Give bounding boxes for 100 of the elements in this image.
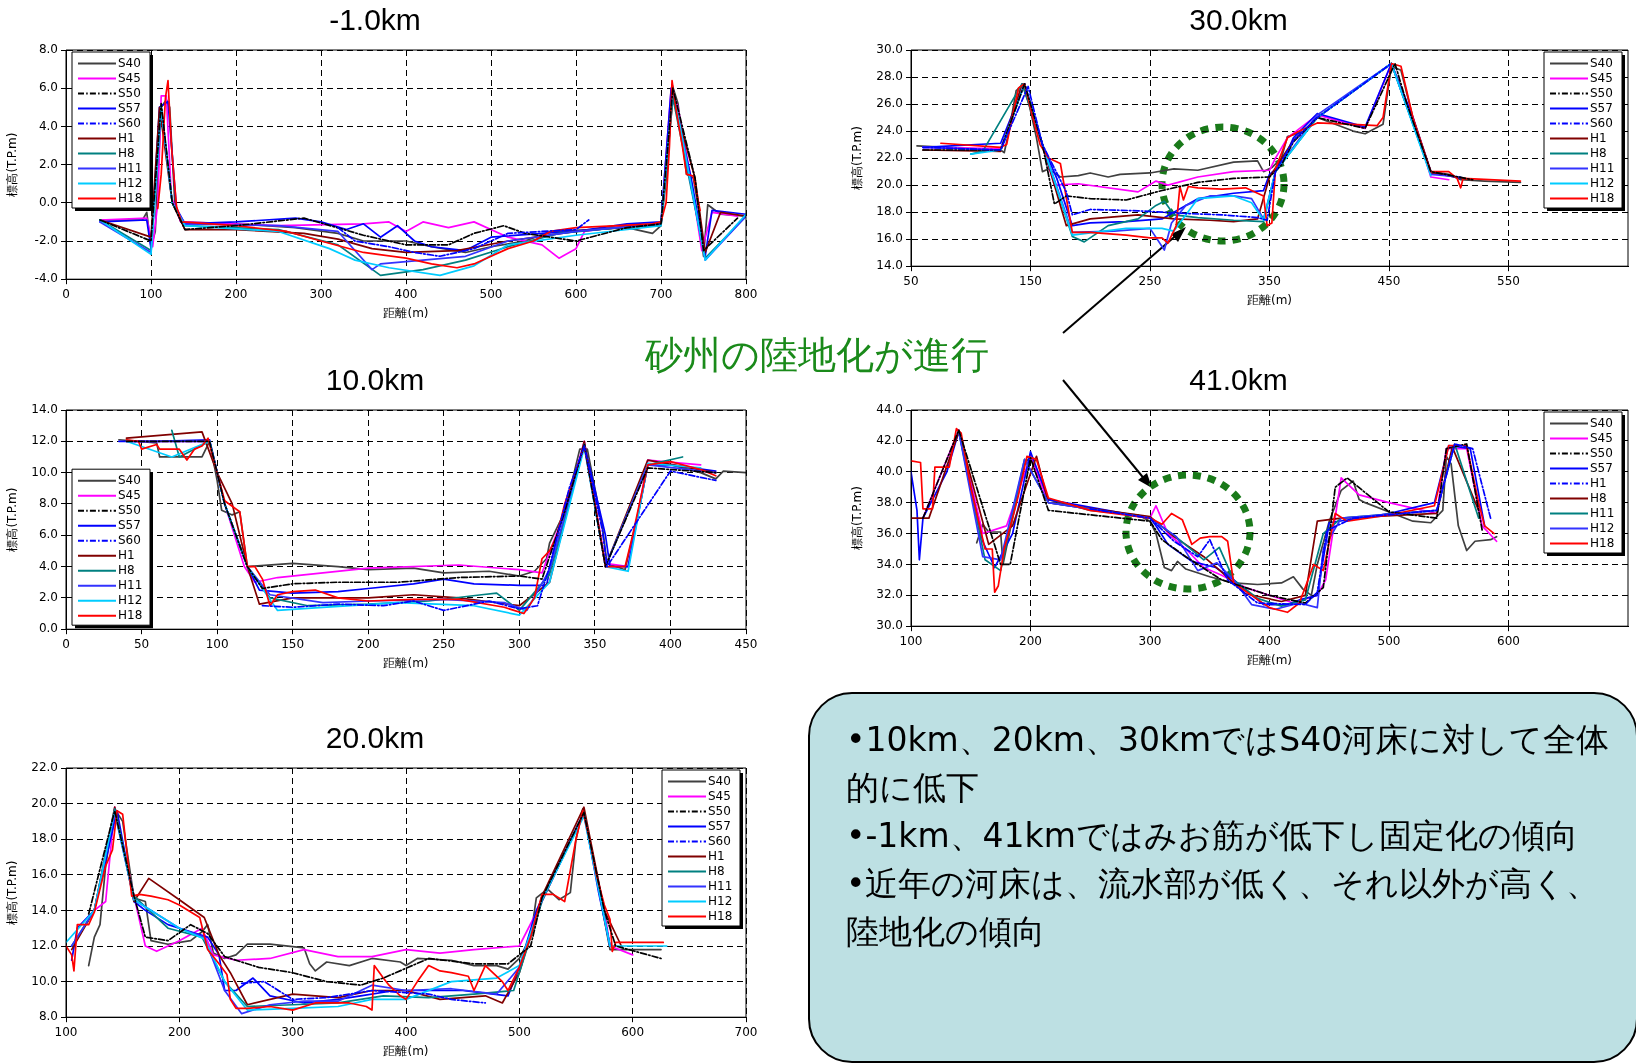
text: 砂州の陸地化が進行 [645, 332, 989, 379]
x-axis-title: 距離(m) [383, 655, 429, 670]
x-tick-label: 50 [903, 273, 919, 288]
legend-label: S50 [118, 502, 141, 517]
x-tick-label: 50 [133, 636, 150, 651]
y-tick-label: 32.0 [876, 587, 903, 602]
y-tick-label: 10.0 [31, 464, 58, 479]
y-tick-label: 20.0 [31, 795, 58, 810]
y-tick-label: 12.0 [31, 938, 58, 953]
legend-label: S60 [1590, 115, 1613, 130]
x-tick-label: 600 [1497, 633, 1520, 648]
y-tick-label: 14.0 [876, 258, 903, 273]
y-tick-label: 20.0 [876, 177, 903, 192]
legend-label: H18 [1590, 535, 1615, 550]
text: •近年の河床は、流水部が低く、それ以外が高く、陸地化の傾向 [846, 863, 1601, 953]
legend-label: H1 [708, 848, 725, 863]
x-tick-label: 600 [564, 286, 588, 301]
legend-label: H11 [118, 577, 143, 592]
y-tick-label: 6.0 [38, 527, 58, 542]
x-tick-label: 200 [1019, 633, 1042, 648]
y-tick-label: 2.0 [38, 590, 58, 605]
legend-label: H18 [708, 908, 733, 923]
y-tick-label: 18.0 [31, 831, 58, 846]
legend-label: H8 [1590, 490, 1607, 505]
x-tick-label: 100 [205, 636, 229, 651]
legend-label: S45 [1590, 430, 1613, 445]
legend-label: S57 [118, 100, 141, 115]
x-tick-label: 700 [734, 1024, 758, 1039]
x-tick-label: 150 [1019, 273, 1042, 288]
y-tick-label: 24.0 [876, 123, 903, 138]
y-tick-label: 8.0 [38, 1009, 58, 1024]
legend-label: H11 [708, 878, 733, 893]
x-tick-label: 250 [432, 636, 456, 651]
legend-label: S57 [1590, 460, 1613, 475]
x-tick-label: 700 [649, 286, 673, 301]
y-tick-label: 34.0 [876, 556, 903, 571]
y-tick-label: 10.0 [31, 973, 58, 988]
x-tick-label: 400 [394, 286, 418, 301]
x-tick-label: 100 [899, 633, 923, 648]
legend-label: S45 [118, 70, 141, 85]
text: •-1km、41kmではみお筋が低下し固定化の傾向 [846, 815, 1579, 857]
y-tick-label: 0.0 [38, 621, 58, 636]
legend-label: S40 [1590, 55, 1613, 70]
legend-label: S57 [1590, 100, 1613, 115]
legend-label: S60 [118, 115, 141, 130]
x-axis-title: 距離(m) [383, 305, 429, 320]
y-tick-label: 28.0 [876, 69, 903, 84]
chart-title: 41.0km [1189, 363, 1288, 397]
legend-label: H8 [118, 145, 135, 160]
legend-label: H11 [1590, 160, 1615, 175]
x-tick-label: 300 [309, 286, 333, 301]
x-tick-label: 450 [1377, 273, 1401, 288]
x-tick-label: 250 [1138, 273, 1162, 288]
x-tick-label: 300 [507, 636, 531, 651]
legend-label: S40 [118, 55, 141, 70]
legend-label: S40 [708, 773, 731, 788]
legend-label: H12 [1590, 520, 1615, 535]
y-tick-label: -4.0 [34, 271, 58, 286]
x-tick-label: 200 [356, 636, 380, 651]
legend-label: H1 [118, 547, 135, 562]
x-tick-label: 350 [1258, 273, 1281, 288]
legend-label: H12 [118, 175, 143, 190]
y-tick-label: 26.0 [876, 96, 903, 111]
legend-label: S45 [708, 788, 731, 803]
chart-title: 30.0km [1189, 3, 1288, 37]
x-tick-label: 0 [62, 636, 70, 651]
legend-label: H12 [118, 592, 143, 607]
y-tick-label: 22.0 [31, 760, 58, 775]
legend-label: S57 [118, 517, 141, 532]
x-tick-label: 450 [734, 636, 758, 651]
legend-label: H8 [118, 562, 135, 577]
legend-label: S40 [118, 472, 141, 487]
legend-label: H12 [1590, 175, 1615, 190]
x-tick-label: 100 [139, 286, 163, 301]
x-tick-label: 200 [167, 1024, 191, 1039]
y-axis-title: 標高(T.P.m) [850, 486, 865, 551]
y-axis-title: 標高(T.P.m) [5, 860, 20, 925]
x-tick-label: 800 [734, 286, 758, 301]
legend-label: S57 [708, 818, 731, 833]
x-tick-label: 400 [1258, 633, 1281, 648]
legend-label: S50 [118, 85, 141, 100]
y-tick-label: 8.0 [38, 42, 58, 57]
legend-label: S45 [1590, 70, 1613, 85]
legend-label: H11 [1590, 505, 1615, 520]
x-tick-label: 100 [54, 1024, 78, 1039]
legend-label: S60 [118, 532, 141, 547]
legend-label: H11 [118, 160, 143, 175]
y-tick-label: 16.0 [876, 231, 903, 246]
legend-label: H1 [118, 130, 135, 145]
y-tick-label: -2.0 [34, 233, 58, 248]
x-tick-label: 500 [479, 286, 503, 301]
legend-label: H8 [1590, 145, 1607, 160]
y-axis-title: 標高(T.P.m) [5, 487, 20, 552]
x-tick-label: 200 [224, 286, 248, 301]
legend-label: H18 [118, 190, 143, 205]
x-tick-label: 500 [1377, 633, 1401, 648]
y-tick-label: 16.0 [31, 866, 58, 881]
y-axis-title: 標高(T.P.m) [850, 126, 865, 191]
x-tick-label: 300 [1138, 633, 1162, 648]
chart-title: 10.0km [325, 363, 425, 397]
